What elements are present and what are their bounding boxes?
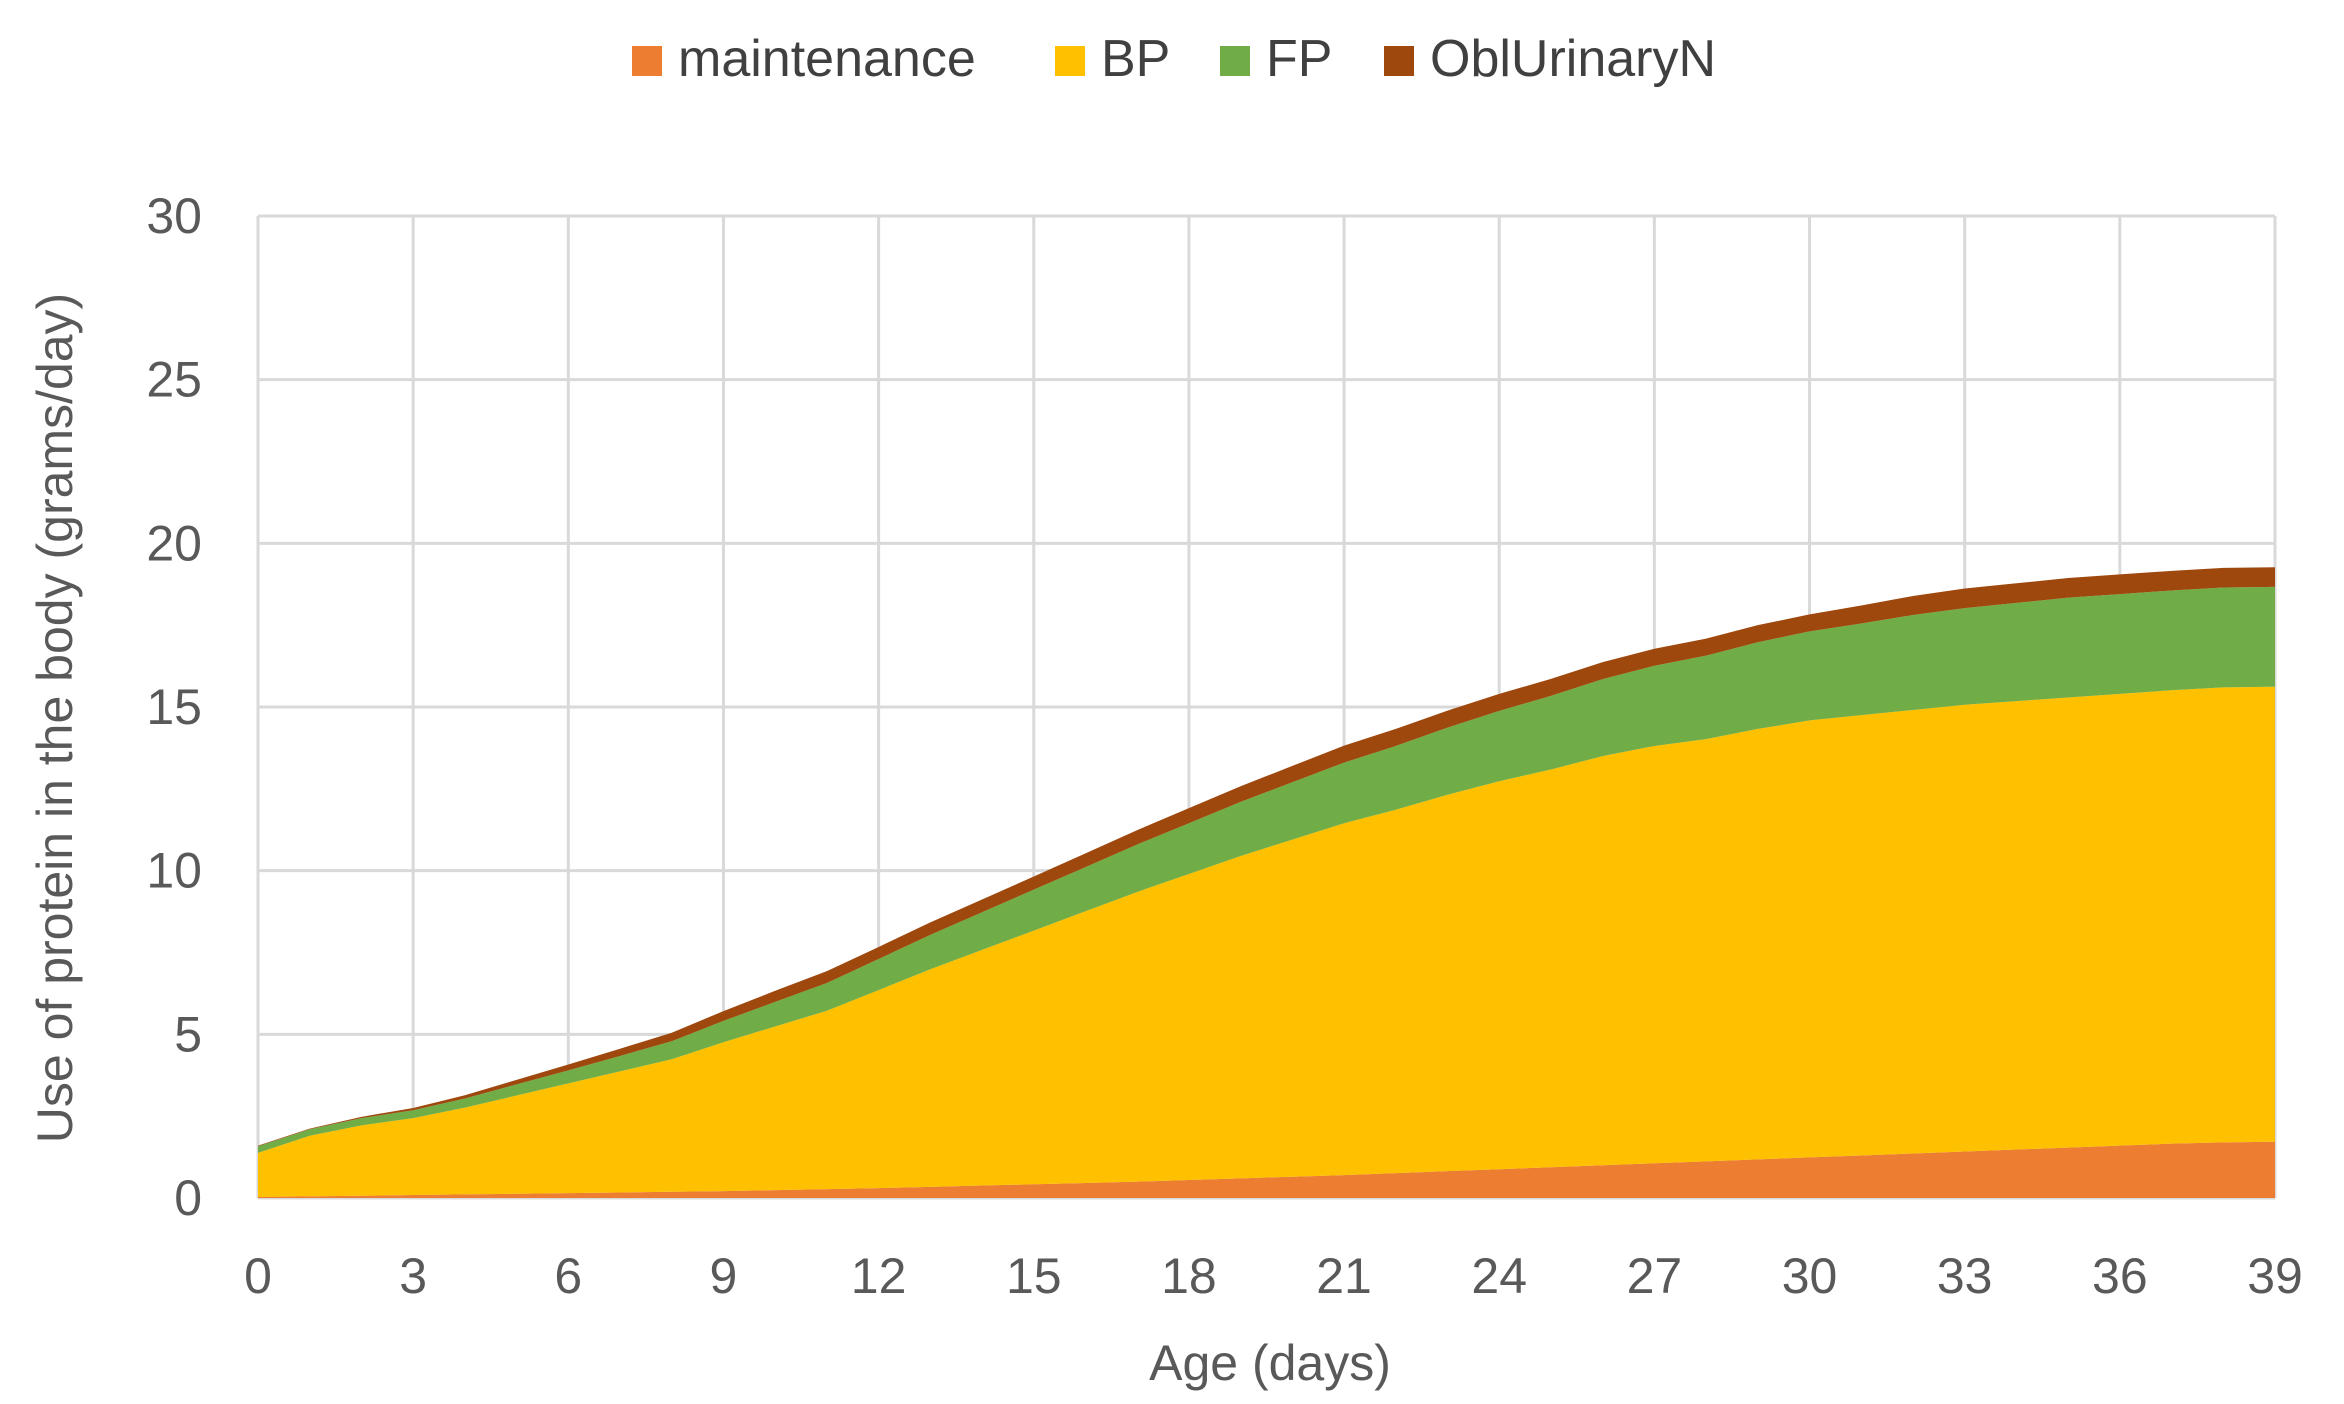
x-tick-label: 21 (1316, 1248, 1372, 1304)
y-tick-label: 5 (174, 1006, 202, 1062)
x-tick-label: 9 (710, 1248, 738, 1304)
legend: maintenance BP FP OblUrinaryN (632, 30, 1716, 88)
y-tick-label: 30 (146, 188, 202, 244)
y-tick-label: 20 (146, 515, 202, 571)
legend-swatch-fp (1220, 46, 1250, 76)
x-tick-label: 18 (1161, 1248, 1217, 1304)
x-tick-label: 30 (1782, 1248, 1838, 1304)
y-tick-label: 25 (146, 352, 202, 408)
y-tick-label: 10 (146, 843, 202, 899)
x-tick-label: 0 (244, 1248, 272, 1304)
area-series-fp (258, 586, 2275, 1153)
x-tick-label: 6 (554, 1248, 582, 1304)
x-tick-label: 3 (399, 1248, 427, 1304)
legend-swatch-maintenance (632, 46, 662, 76)
x-tick-label: 24 (1471, 1248, 1527, 1304)
legend-swatch-bp (1055, 46, 1085, 76)
area-series-oblurinaryn (258, 567, 2275, 1147)
x-tick-label: 39 (2247, 1248, 2303, 1304)
y-tick-label: 0 (174, 1170, 202, 1226)
x-tick-label: 12 (851, 1248, 907, 1304)
y-tick-label: 15 (146, 679, 202, 735)
legend-label-fp: FP (1266, 30, 1332, 88)
y-axis-title: Use of protein in the body (grams/day) (27, 293, 83, 1143)
legend-swatch-oblurinaryn (1384, 46, 1414, 76)
x-tick-label: 27 (1627, 1248, 1683, 1304)
x-axis-title: Age (days) (1149, 1335, 1391, 1391)
x-tick-label: 33 (1937, 1248, 1993, 1304)
legend-label-maintenance: maintenance (678, 30, 976, 88)
legend-label-oblurinaryn: OblUrinaryN (1430, 30, 1716, 88)
x-tick-label: 15 (1006, 1248, 1062, 1304)
area-series-layer (258, 567, 2275, 1198)
x-tick-label: 36 (2092, 1248, 2148, 1304)
area-series-bp (258, 686, 2275, 1198)
legend-label-bp: BP (1101, 30, 1170, 88)
area-series-maintenance (258, 1141, 2275, 1198)
